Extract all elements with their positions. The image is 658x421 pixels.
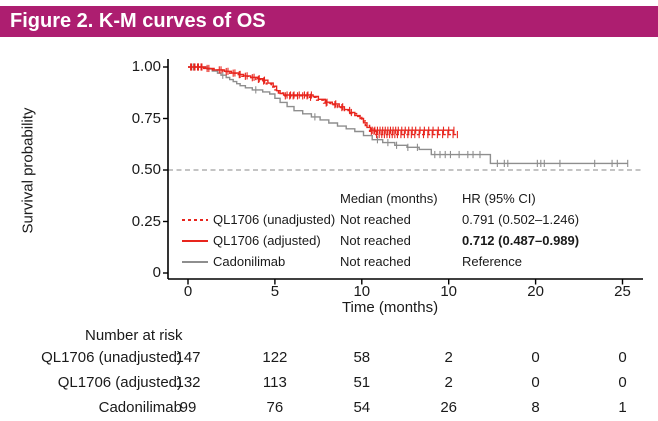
legend-hr-header: HR (95% CI) [462,191,536,206]
legend-row-ql1706-adjusted: QL1706 (adjusted) Not reached 0.712 (0.487… [182,230,579,251]
x-axis-title: Time (months) [341,299,439,316]
legend-median-value: Not reached [340,233,411,248]
legend-median-value: Not reached [340,212,411,227]
legend-median-header: Median (months) [340,191,438,206]
legend-hr-value: 0.712 (0.487–0.989) [462,233,580,248]
legend-swatch-gray-solid-icon [182,260,208,263]
risk-cell: 132 [175,374,201,391]
risk-cell: 8 [531,399,540,416]
risk-table-header: Number at risk [85,327,183,344]
figure-title-bar: Figure 2. K-M curves of OS [0,6,658,37]
y-tick-label: 0.75 [131,109,161,127]
risk-cell: 54 [353,399,371,416]
x-tick-label: 10 [440,283,458,300]
x-tick-label: 25 [614,283,631,300]
risk-row-label: QL1706 (unadjusted) [41,349,182,366]
x-tick-label: 0 [183,283,193,300]
legend-swatch-red-solid-icon [182,239,208,242]
risk-cell: 2 [444,349,453,366]
x-tick-label: 10 [353,283,371,300]
legend-hr-value: Reference [462,254,522,269]
y-tick-label: 1.00 [131,58,161,75]
figure-title: Figure 2. K-M curves of OS [10,10,266,32]
legend-header-row: Median (months) HR (95% CI) [182,188,579,209]
risk-cell: 51 [353,374,371,391]
legend-series-label: Cadonilimab [213,254,286,269]
km-curve-cadonilimab [188,66,628,165]
legend-hr-value: 0.791 (0.502–1.246) [462,212,580,227]
risk-cell: 2 [444,374,453,391]
risk-cell: 0 [618,374,627,391]
risk-cell: 1 [618,399,627,416]
km-curve-ql1706-adjusted [188,66,454,131]
legend-row-cadonilimab: Cadonilimab Not reached Reference [182,251,579,272]
legend-swatch-red-dashed-icon [182,218,208,221]
legend-series-label: QL1706 (unadjusted) [213,212,336,227]
risk-cell: 147 [175,349,201,366]
risk-cell: 0 [531,374,540,391]
legend-row-ql1706-unadjusted: QL1706 (unadjusted) Not reached 0.791 (0.5… [182,209,579,230]
risk-row-label: QL1706 (adjusted) [57,374,182,391]
x-tick-label: 5 [270,283,280,300]
legend-series-label: QL1706 (adjusted) [213,233,321,248]
risk-cell: 58 [353,349,371,366]
y-tick-label: 0 [152,264,161,281]
risk-cell: 0 [531,349,540,366]
y-tick-label: 0.50 [131,161,161,178]
plot-legend: Median (months) HR (95% CI) QL1706 (unad… [182,188,579,272]
risk-cell: 76 [266,399,284,416]
risk-cell: 113 [262,374,287,391]
y-axis-title: Survival probability [19,107,37,234]
legend-median-value: Not reached [340,254,411,269]
risk-cell: 99 [179,399,197,416]
risk-cell: 0 [618,349,627,366]
risk-cell: 26 [440,399,458,416]
x-tick-label: 20 [527,283,544,300]
risk-cell: 122 [262,349,288,366]
y-tick-label: 0.25 [131,212,161,230]
risk-row-label: Cadonilimab [98,399,182,416]
